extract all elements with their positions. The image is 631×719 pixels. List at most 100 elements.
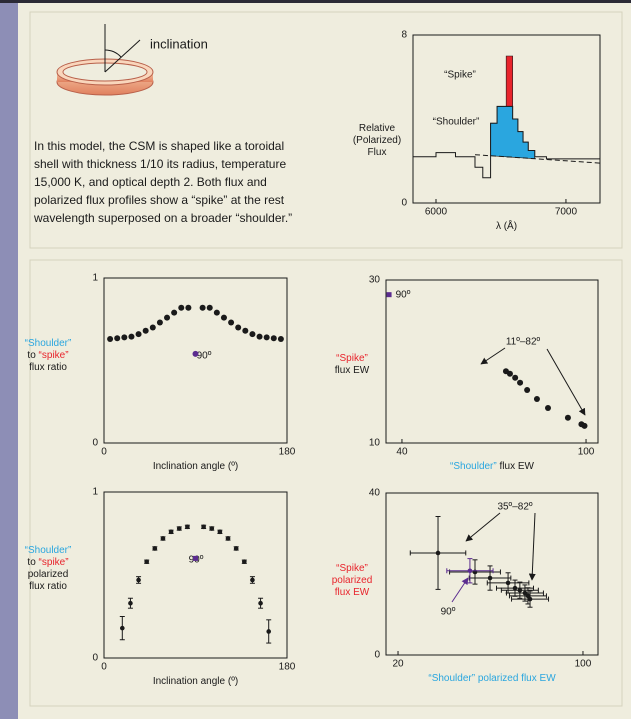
x-tick-label: 180: [279, 662, 296, 673]
point: [534, 396, 540, 402]
x-axis-label: λ (Å): [496, 219, 517, 232]
point: [235, 325, 241, 331]
point: [150, 325, 156, 331]
y-label-part: “Shoulder”: [25, 545, 72, 556]
side-stripe: [0, 0, 18, 719]
point: [164, 315, 170, 321]
x-label-part: Inclination angle (º): [153, 676, 238, 687]
point: [185, 525, 190, 530]
y-label-part: (Polarized): [353, 135, 401, 146]
y-tick-label: 40: [369, 488, 381, 499]
point: [242, 328, 248, 334]
annotation: 90º: [396, 290, 411, 301]
y-label-part: to: [27, 350, 38, 361]
point: [107, 336, 113, 342]
annotation: 11º–82º: [506, 337, 541, 348]
description-line: wavelength superposed on a broader “shou…: [33, 211, 292, 225]
point: [528, 597, 533, 602]
y-axis-label: “Spike”: [336, 563, 368, 574]
y-label-part: to: [27, 557, 38, 568]
x-label-part: Inclination angle (º): [153, 461, 238, 472]
point: [178, 305, 184, 311]
point: [258, 601, 263, 606]
y-axis-label: polarized: [28, 569, 69, 580]
point: [153, 546, 158, 551]
y-label-part: “Shoulder”: [25, 338, 72, 349]
point: [143, 328, 149, 334]
x-tick-label: 180: [279, 447, 296, 458]
y-axis-label: “Spike”: [336, 353, 368, 364]
point: [136, 331, 142, 337]
point: [207, 305, 213, 311]
y-tick-label: 1: [92, 273, 98, 284]
x-label-part: “Shoulder”: [450, 461, 497, 472]
point: [157, 320, 163, 326]
y-label-part: “Spike”: [336, 353, 368, 364]
point: [201, 525, 206, 530]
description-line: 15,000 K, and optical depth 2. Both flux…: [34, 175, 267, 189]
point: [128, 601, 133, 606]
x-axis-label: “Shoulder” flux EW: [450, 461, 534, 472]
y-axis-label: flux ratio: [29, 362, 67, 373]
top-bar: [0, 0, 631, 3]
y-tick-label: 10: [369, 438, 381, 449]
point: [271, 335, 277, 341]
point: [193, 351, 199, 357]
point: [200, 305, 206, 311]
point: [517, 380, 523, 386]
y-tick-label: 30: [369, 275, 381, 286]
point: [468, 568, 473, 573]
y-tick-label: 0: [92, 438, 98, 449]
annotation: “Shoulder”: [433, 117, 480, 128]
point: [228, 320, 234, 326]
y-label-part: flux EW: [335, 587, 370, 598]
point: [185, 305, 191, 311]
y-axis-label: Relative: [359, 123, 396, 134]
y-label-part: Flux: [368, 147, 387, 158]
description-line: polarized flux profiles show a “spike” a…: [34, 193, 285, 207]
y-axis-label: flux EW: [335, 365, 370, 376]
point: [507, 371, 513, 377]
y-axis-label: flux EW: [335, 587, 370, 598]
point: [264, 334, 270, 340]
x-axis-label: Inclination angle (º): [153, 461, 238, 472]
x-tick-label: 100: [578, 447, 595, 458]
point: [221, 315, 227, 321]
point: [226, 536, 231, 541]
point: [250, 578, 255, 583]
x-label-part: λ (Å): [496, 219, 517, 232]
point: [144, 559, 149, 564]
point: [234, 546, 239, 551]
x-axis-label: “Shoulder” polarized flux EW: [428, 673, 556, 684]
point: [218, 530, 223, 535]
y-label-part: polarized: [332, 575, 373, 586]
y-axis-label: to “spike”: [27, 557, 68, 568]
illustration-label: inclination: [150, 36, 208, 51]
y-label-part: “spike”: [39, 557, 69, 568]
y-tick-label: 0: [401, 198, 407, 209]
y-axis-label: polarized: [332, 575, 373, 586]
y-label-part: flux ratio: [29, 362, 67, 373]
y-axis-label: “Shoulder”: [25, 545, 72, 556]
point: [582, 423, 588, 429]
point: [120, 626, 125, 631]
point: [177, 526, 182, 531]
point: [121, 334, 127, 340]
x-label-part: “Shoulder” polarized flux EW: [428, 673, 556, 684]
point: [512, 375, 518, 381]
x-tick-label: 6000: [425, 207, 448, 218]
point: [436, 551, 441, 556]
annotation: 90º: [441, 607, 456, 618]
y-tick-label: 8: [401, 30, 407, 41]
point: [114, 335, 120, 341]
y-label-part: flux EW: [335, 365, 370, 376]
x-axis-label: Inclination angle (º): [153, 676, 238, 687]
point: [214, 310, 220, 316]
y-label-part: flux ratio: [29, 581, 67, 592]
y-axis-label: “Shoulder”: [25, 338, 72, 349]
y-axis-label: flux ratio: [29, 581, 67, 592]
point: [257, 334, 263, 340]
y-label-part: Relative: [359, 123, 396, 134]
point: [266, 629, 271, 634]
point: [193, 556, 198, 561]
